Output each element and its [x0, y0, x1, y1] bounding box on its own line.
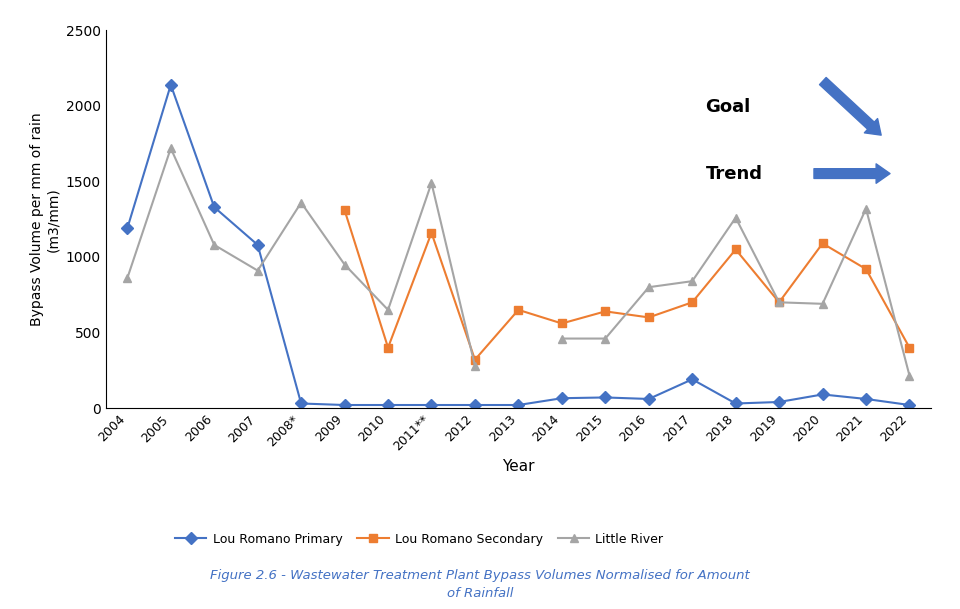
- Line: Lou Romano Secondary: Lou Romano Secondary: [341, 206, 914, 364]
- Little River: [122, 275, 133, 282]
- Lou Romano Primary: [643, 395, 655, 403]
- Lou Romano Secondary: [556, 320, 567, 327]
- Little River: [643, 284, 655, 291]
- Lou Romano Secondary: [903, 344, 915, 351]
- Lou Romano Secondary: [469, 356, 481, 364]
- Lou Romano Primary: [469, 401, 481, 409]
- Lou Romano Primary: [339, 401, 350, 409]
- Little River: [208, 241, 220, 248]
- Lou Romano Primary: [165, 81, 177, 88]
- Little River: [425, 179, 437, 186]
- Text: Trend: Trend: [706, 164, 762, 183]
- Lou Romano Primary: [382, 401, 394, 409]
- Little River: [296, 199, 307, 206]
- Lou Romano Secondary: [425, 229, 437, 236]
- Text: Goal: Goal: [706, 97, 751, 116]
- Lou Romano Secondary: [860, 266, 872, 273]
- Line: Little River: Little River: [123, 144, 914, 380]
- Lou Romano Secondary: [339, 206, 350, 214]
- Lou Romano Secondary: [600, 308, 612, 315]
- Lou Romano Secondary: [513, 306, 524, 314]
- Legend: Lou Romano Primary, Lou Romano Secondary, Little River: Lou Romano Primary, Lou Romano Secondary…: [170, 527, 668, 551]
- Lou Romano Secondary: [382, 344, 394, 351]
- Lou Romano Secondary: [817, 240, 828, 247]
- Lou Romano Primary: [513, 401, 524, 409]
- Lou Romano Secondary: [686, 298, 698, 306]
- Lou Romano Primary: [600, 394, 612, 401]
- Little River: [382, 306, 394, 314]
- Lou Romano Primary: [860, 395, 872, 403]
- Text: Figure 2.6 - Wastewater Treatment Plant Bypass Volumes Normalised for Amount: Figure 2.6 - Wastewater Treatment Plant …: [210, 569, 750, 582]
- Lou Romano Primary: [556, 395, 567, 402]
- Line: Lou Romano Primary: Lou Romano Primary: [123, 80, 914, 409]
- Little River: [774, 298, 785, 306]
- Little River: [817, 300, 828, 308]
- Little River: [469, 362, 481, 370]
- Little River: [600, 335, 612, 342]
- Little River: [252, 267, 263, 274]
- Lou Romano Primary: [903, 401, 915, 409]
- Lou Romano Primary: [296, 400, 307, 407]
- Lou Romano Primary: [817, 391, 828, 398]
- Text: of Rainfall: of Rainfall: [446, 587, 514, 600]
- Y-axis label: Bypass Volume per mm of rain
(m3/mm): Bypass Volume per mm of rain (m3/mm): [30, 113, 60, 326]
- Little River: [339, 261, 350, 268]
- Lou Romano Secondary: [774, 298, 785, 306]
- Little River: [730, 214, 741, 222]
- Little River: [903, 372, 915, 379]
- Little River: [860, 205, 872, 213]
- Little River: [165, 144, 177, 152]
- Lou Romano Primary: [122, 225, 133, 232]
- Lou Romano Primary: [252, 241, 263, 248]
- Lou Romano Secondary: [643, 314, 655, 321]
- Lou Romano Primary: [774, 398, 785, 406]
- Little River: [686, 278, 698, 285]
- Lou Romano Primary: [208, 203, 220, 211]
- Lou Romano Primary: [425, 401, 437, 409]
- X-axis label: Year: Year: [502, 459, 535, 474]
- Lou Romano Primary: [730, 400, 741, 407]
- Lou Romano Secondary: [730, 246, 741, 253]
- Lou Romano Primary: [686, 376, 698, 383]
- Little River: [556, 335, 567, 342]
